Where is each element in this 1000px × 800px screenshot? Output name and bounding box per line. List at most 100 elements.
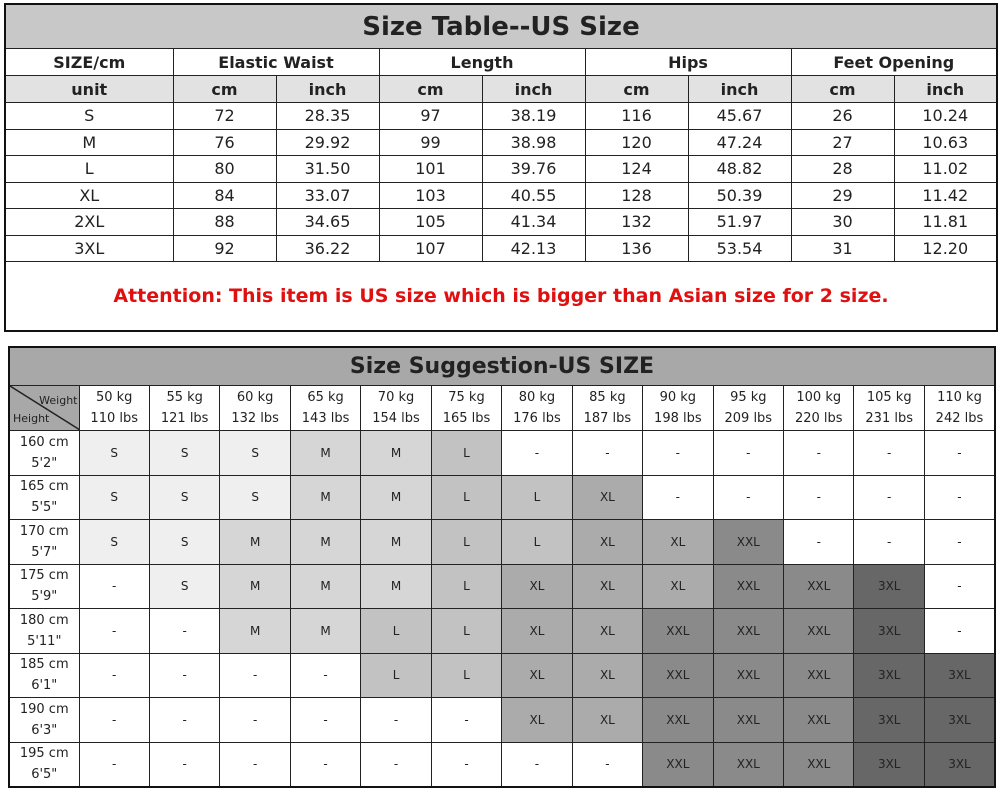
- weight-header: 55 kg 121 lbs: [148, 385, 221, 431]
- size-suggestion-cell: -: [923, 563, 996, 609]
- weight-lbs: 198 lbs: [654, 411, 702, 426]
- size-suggestion-cell: S: [78, 519, 150, 565]
- size-suggestion-cell: XL: [571, 652, 644, 698]
- size-suggestion-cell: -: [289, 697, 362, 743]
- size-suggestion-cell: XXL: [783, 697, 855, 743]
- size-suggestion-cell: S: [148, 563, 221, 609]
- height-ft: 5'2": [31, 455, 58, 471]
- weight-kg: 100 kg: [796, 390, 842, 405]
- height-header: 175 cm 5'9": [8, 563, 80, 609]
- measurement-cell: 28: [790, 155, 895, 183]
- measurement-cell: 26: [790, 102, 895, 130]
- height-ft: 6'3": [31, 722, 58, 738]
- measurement-cell: 92: [172, 234, 277, 262]
- size-suggestion-cell: -: [501, 430, 573, 476]
- size-suggestion-cell: S: [219, 430, 291, 476]
- measurement-cell: 42.13: [481, 234, 586, 262]
- measurement-cell: 11.02: [893, 155, 998, 183]
- size-suggestion-cell: M: [360, 563, 432, 609]
- weight-header: 75 kg 165 lbs: [430, 385, 503, 431]
- size-suggestion-cell: L: [430, 652, 503, 698]
- size-suggestion-cell: -: [783, 519, 855, 565]
- size-suggestion-cell: XXL: [642, 697, 714, 743]
- weight-header: 85 kg 187 lbs: [571, 385, 644, 431]
- measurement-cell: 105: [378, 208, 483, 236]
- weight-lbs: 121 lbs: [160, 411, 209, 426]
- size-suggestion-cell: L: [360, 608, 432, 654]
- table-row: S 72 28.35 97 38.19 116 45.67 26 10.24: [4, 102, 998, 130]
- height-cm: 195 cm: [19, 746, 69, 762]
- weight-header: 110 kg 242 lbs: [923, 385, 996, 431]
- diagonal-divider: [10, 386, 80, 430]
- height-cm: 185 cm: [19, 657, 69, 673]
- size-suggestion-cell: M: [289, 608, 362, 654]
- size-suggestion-cell: M: [289, 519, 362, 565]
- suggestion-row: 195 cm 6'5" - - - - - - - - XXL XXL XXL 3XL 3XL: [8, 741, 996, 788]
- measurement-cell: 99: [378, 128, 483, 156]
- measurement-cell: 38.19: [481, 102, 586, 130]
- size-suggestion-cell: XXL: [783, 741, 855, 788]
- unit-label: unit: [4, 75, 174, 103]
- weight-lbs: 209 lbs: [724, 411, 773, 426]
- weight-lbs: 231 lbs: [865, 411, 913, 426]
- weight-kg: 65 kg: [307, 390, 344, 405]
- weight-header: 65 kg 143 lbs: [289, 385, 362, 431]
- size-suggestion-cell: -: [78, 608, 150, 654]
- size-suggestion-cell: -: [642, 430, 714, 476]
- size-suggestion-cell: 3XL: [923, 697, 996, 743]
- size-suggestion-cell: XXL: [712, 563, 785, 609]
- size-suggestion-table: Size Suggestion-US SIZE Weight Height 50…: [8, 346, 996, 788]
- size-suggestion-cell: M: [219, 519, 291, 565]
- size-suggestion-cell: XXL: [783, 652, 855, 698]
- size-suggestion-cell: L: [430, 608, 503, 654]
- measurement-cell: 11.42: [893, 181, 998, 209]
- size-suggestion-cell: -: [571, 430, 644, 476]
- table-row: XL 84 33.07 103 40.55 128 50.39 29 11.42: [4, 181, 998, 209]
- group-header: Elastic Waist: [172, 48, 380, 76]
- size-suggestion-cell: XL: [501, 563, 573, 609]
- measurement-cell: 124: [584, 155, 689, 183]
- height-cm: 180 cm: [19, 612, 69, 628]
- height-cm: 175 cm: [19, 568, 69, 584]
- height-ft: 6'1": [31, 678, 58, 694]
- unit-header: inch: [893, 75, 998, 103]
- weight-kg: 75 kg: [448, 390, 485, 405]
- measurement-cell: 132: [584, 208, 689, 236]
- size-suggestion-cell: S: [78, 474, 150, 520]
- size-suggestion-cell: -: [501, 741, 573, 788]
- weight-header: 95 kg 209 lbs: [712, 385, 785, 431]
- size-suggestion-cell: XXL: [783, 608, 855, 654]
- weight-kg: 70 kg: [377, 390, 415, 405]
- size-suggestion-cell: S: [148, 519, 221, 565]
- weight-lbs: 132 lbs: [231, 411, 279, 426]
- size-cell: 2XL: [4, 208, 174, 236]
- weight-header: 90 kg 198 lbs: [642, 385, 714, 431]
- group-header: Length: [378, 48, 586, 76]
- size-suggestion-cell: XL: [571, 697, 644, 743]
- weight-kg: 50 kg: [95, 390, 133, 405]
- size-suggestion-cell: XXL: [712, 697, 785, 743]
- size-suggestion-cell: -: [923, 430, 996, 476]
- measurement-cell: 28.35: [275, 102, 380, 130]
- size-suggestion-cell: M: [289, 474, 362, 520]
- size-suggestion-cell: XXL: [642, 608, 714, 654]
- measurement-cell: 53.54: [687, 234, 792, 262]
- size-suggestion-cell: XL: [571, 608, 644, 654]
- size-suggestion-cell: -: [219, 697, 291, 743]
- size-suggestion-cell: L: [360, 652, 432, 698]
- unit-header: inch: [275, 75, 380, 103]
- measurement-cell: 76: [172, 128, 277, 156]
- size-suggestion-cell: -: [853, 474, 925, 520]
- weight-kg: 85 kg: [589, 390, 626, 405]
- size-suggestion-cell: 3XL: [853, 652, 925, 698]
- size-suggestion-cell: 3XL: [923, 741, 996, 788]
- height-ft: 5'9": [31, 589, 58, 605]
- size-suggestion-cell: -: [78, 652, 150, 698]
- weight-lbs: 143 lbs: [301, 411, 350, 426]
- size-suggestion-cell: -: [360, 741, 432, 788]
- measurement-cell: 107: [378, 234, 483, 262]
- size-suggestion-cell: XXL: [712, 519, 785, 565]
- weight-kg: 110 kg: [937, 390, 982, 405]
- height-header: 195 cm 6'5": [8, 741, 80, 788]
- measurement-cell: 103: [378, 181, 483, 209]
